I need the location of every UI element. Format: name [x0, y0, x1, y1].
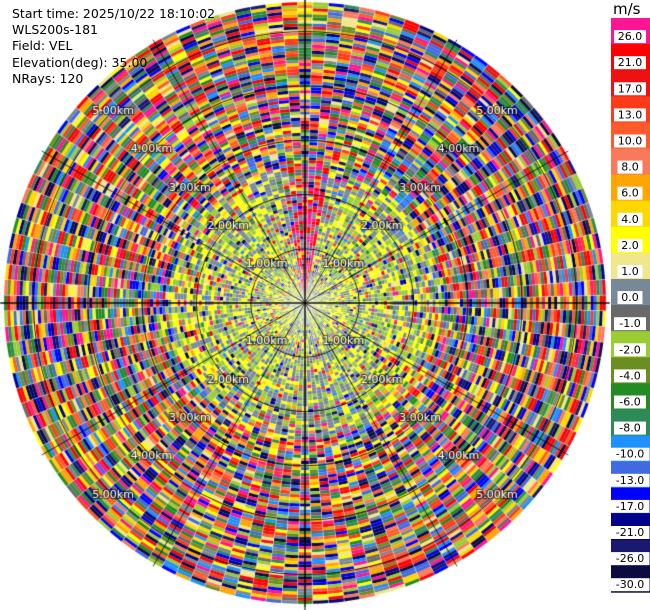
elevation-text: Elevation(deg): 35.00	[12, 54, 148, 70]
field-text: Field: VEL	[12, 38, 73, 54]
info-panel: Start time: 2025/10/22 18:10:02 WLS200s-…	[12, 6, 215, 87]
start-time-text: Start time: 2025/10/22 18:10:02	[12, 6, 216, 21]
colorbar-unit: m/s	[613, 0, 641, 18]
instrument-text: WLS200s-181	[12, 22, 98, 38]
nrays-text: NRays: 120	[12, 70, 84, 86]
